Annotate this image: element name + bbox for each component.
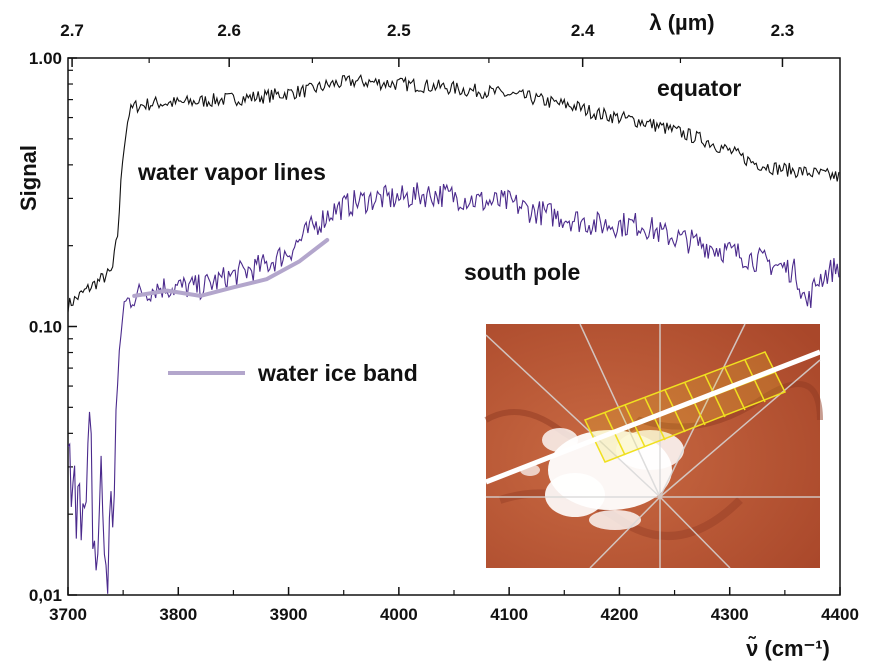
series-line-south-pole (68, 182, 840, 594)
ice-cap (520, 428, 684, 530)
top-tick-label: 2.5 (387, 21, 411, 40)
annotation-water-vapor: water vapor lines (137, 159, 326, 185)
x-tick-label: 4200 (601, 605, 639, 624)
y-tick-label: 0,01 (29, 586, 62, 605)
x-tick-label: 3800 (159, 605, 197, 624)
x-axis-ticks: 3700 3800 3900 4000 4100 4200 4300 4400 (49, 587, 859, 624)
inset-south-pole-map (484, 323, 823, 569)
top-tick-label: 2.7 (60, 21, 84, 40)
series-line-water-ice-band (132, 238, 330, 298)
y-axis-label: Signal (16, 145, 41, 211)
series-layer (68, 74, 840, 594)
top-tick-label: 2.4 (571, 21, 595, 40)
x-tick-label: 4400 (821, 605, 859, 624)
top-tick-label: 2.6 (217, 21, 241, 40)
series-line-equator (68, 74, 840, 313)
y-axis-ticks: 1.00 0.10 0,01 (29, 49, 77, 605)
orbit-track-line (485, 349, 821, 485)
x-tick-label: 4100 (490, 605, 528, 624)
x-tick-label: 4000 (380, 605, 418, 624)
top-tick-label: 2.3 (771, 21, 795, 40)
x-tick-label: 4300 (711, 605, 749, 624)
annotation-equator: equator (657, 75, 741, 101)
x-axis-label: ν̃ (cm⁻¹) (746, 636, 830, 661)
y-tick-label: 0.10 (29, 318, 62, 337)
x-tick-label: 3900 (270, 605, 308, 624)
y-tick-label: 1.00 (29, 49, 62, 68)
x-tick-label: 3700 (49, 605, 87, 624)
top-axis-ticks: 2.7 2.6 2.5 2.4 2.3 (60, 21, 794, 67)
annotation-water-ice-band: water ice band (257, 360, 418, 386)
annotation-south-pole: south pole (464, 259, 580, 285)
top-axis-label: λ (µm) (649, 10, 714, 35)
grid-lines (485, 323, 821, 569)
